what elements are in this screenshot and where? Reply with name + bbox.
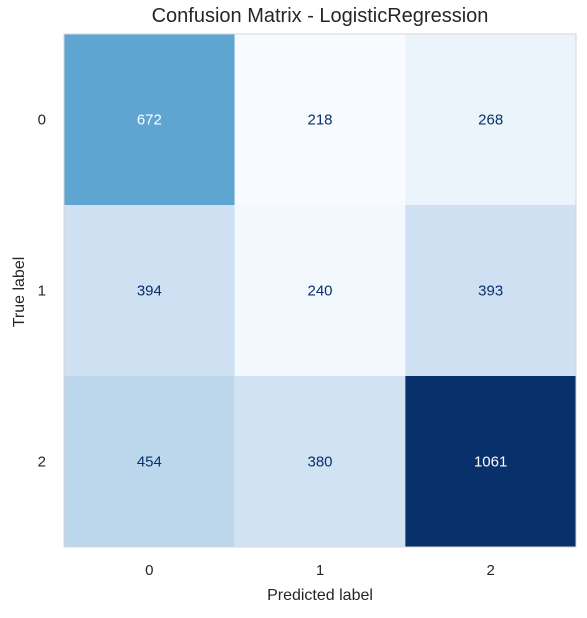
cell-value: 240 [307,283,332,300]
cell-value: 393 [478,283,503,300]
y-tick-label: 1 [38,283,46,300]
y-tick-label: 0 [38,112,46,129]
cell-value: 1061 [474,454,507,471]
heatmap-cell [405,34,576,205]
cell-value: 454 [137,454,162,471]
heatmap-cell [64,376,235,547]
heatmap-cell [405,376,576,547]
cell-value: 394 [137,283,162,300]
x-tick-label: 1 [316,562,324,579]
heatmap-cell [64,205,235,376]
cell-value-labels: 672 218 268 394 240 393 454 380 1061 [137,112,508,471]
y-tick-label: 2 [38,454,46,471]
cell-value: 268 [478,112,503,129]
y-axis-label: True label [11,257,28,328]
heatmap-cell [234,34,406,205]
x-axis-label: Predicted label [267,587,373,604]
heatmap-cell [405,205,576,376]
heatmap-cell [64,34,235,205]
cell-value: 218 [307,112,332,129]
cell-value: 672 [137,112,162,129]
x-tick-labels: 0 1 2 [145,562,495,579]
cell-value: 380 [307,454,332,471]
x-tick-label: 2 [486,562,494,579]
chart-title: Confusion Matrix - LogisticRegression [152,5,489,27]
heatmap-cell [234,205,406,376]
plot-frame [63,33,577,548]
x-tick-label: 0 [145,562,153,579]
heatmap-cell [234,376,406,547]
y-tick-labels: 0 1 2 [38,112,46,471]
heatmap-cells [63,33,577,548]
